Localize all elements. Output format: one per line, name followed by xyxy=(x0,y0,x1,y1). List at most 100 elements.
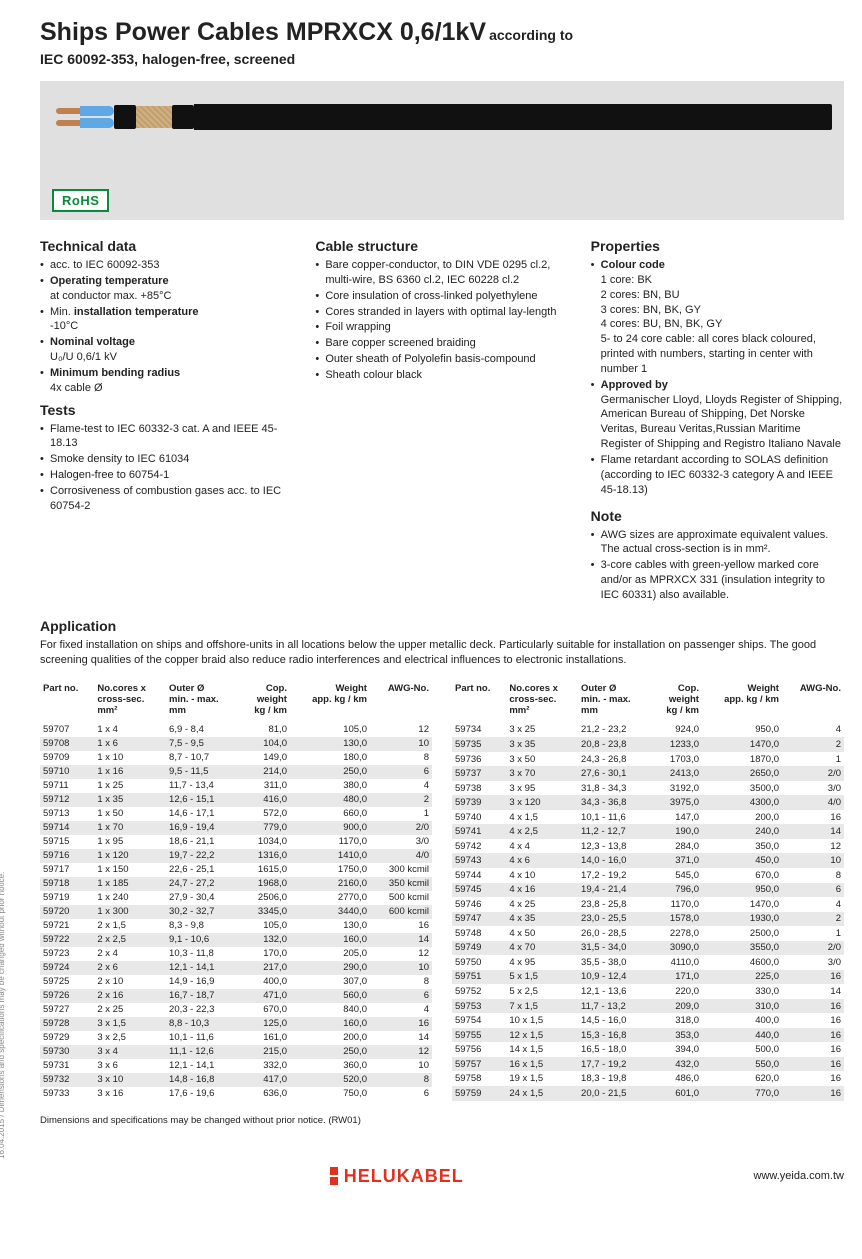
table-cell: 1615,0 xyxy=(239,863,290,877)
table-cell: 12,6 - 15,1 xyxy=(166,793,239,807)
table-row: 597141 x 7016,9 - 19,4779,0900,02/0 xyxy=(40,821,432,835)
table-cell: 394,0 xyxy=(651,1042,702,1057)
table-cell: 1 x 185 xyxy=(94,877,166,891)
table-row: 597494 x 7031,5 - 34,03090,03550,02/0 xyxy=(452,941,844,956)
table-cell: 12,1 - 13,6 xyxy=(578,984,651,999)
table-cell: 59707 xyxy=(40,723,94,737)
table-cell: 750,0 xyxy=(290,1087,370,1101)
table-row: 5975716 x 1,517,7 - 19,2432,0550,016 xyxy=(452,1057,844,1072)
table-row: 5975410 x 1,514,5 - 16,0318,0400,016 xyxy=(452,1013,844,1028)
table-cell: 371,0 xyxy=(651,853,702,868)
tech-item: acc. to IEC 60092-353 xyxy=(40,258,293,273)
table-cell: 1 x 150 xyxy=(94,863,166,877)
table-cell: 59734 xyxy=(452,723,506,738)
table-cell: 4 x 10 xyxy=(506,868,578,883)
tech-item: Minimum bending radius4x cable Ø xyxy=(40,366,293,396)
table-row: 597121 x 3512,6 - 15,1416,0480,02 xyxy=(40,793,432,807)
table-cell: 7 x 1,5 xyxy=(506,999,578,1014)
table-cell: 200,0 xyxy=(702,810,782,825)
table-cell: 332,0 xyxy=(239,1059,290,1073)
table-row: 597262 x 1616,7 - 18,7471,0560,06 xyxy=(40,989,432,1003)
table-cell: 14 xyxy=(370,1031,432,1045)
table-cell: 59755 xyxy=(452,1028,506,1043)
table-row: 597091 x 108,7 - 10,7149,0180,08 xyxy=(40,751,432,765)
table-cell: 1034,0 xyxy=(239,835,290,849)
table-cell: 35,5 - 38,0 xyxy=(578,955,651,970)
table-cell: 59743 xyxy=(452,853,506,868)
table-cell: 4 x 6 xyxy=(506,853,578,868)
table-cell: 8 xyxy=(782,868,844,883)
tech-list: acc. to IEC 60092-353Operating temperatu… xyxy=(40,258,293,396)
table-header: No.cores xcross-sec.mm² xyxy=(94,681,166,723)
table-cell: 12,1 - 14,1 xyxy=(166,961,239,975)
table-cell: 8 xyxy=(370,751,432,765)
table-row: 597363 x 5024,3 - 26,81703,01870,01 xyxy=(452,752,844,767)
table-cell: 3550,0 xyxy=(702,941,782,956)
table-cell: 5 x 1,5 xyxy=(506,970,578,985)
table-cell: 59718 xyxy=(40,877,94,891)
colour-line: 2 cores: BN, BU xyxy=(601,288,844,303)
table-cell: 10 xyxy=(370,1059,432,1073)
table-cell: 59746 xyxy=(452,897,506,912)
table-cell: 2 xyxy=(370,793,432,807)
tech-item: Nominal voltageU₀/U 0,6/1 kV xyxy=(40,335,293,365)
table-cell: 796,0 xyxy=(651,883,702,898)
table-cell: 10,1 - 11,6 xyxy=(578,810,651,825)
table-row: 597151 x 9518,6 - 21,11034,01170,03/0 xyxy=(40,835,432,849)
table-cell: 11,1 - 12,6 xyxy=(166,1045,239,1059)
table-row: 597313 x 612,1 - 14,1332,0360,010 xyxy=(40,1059,432,1073)
table-cell: 59759 xyxy=(452,1086,506,1101)
table-cell: 16 xyxy=(782,970,844,985)
table-cell: 572,0 xyxy=(239,807,290,821)
table-cell: 11,2 - 12,7 xyxy=(578,824,651,839)
table-cell: 24,3 - 26,8 xyxy=(578,752,651,767)
table-cell: 1470,0 xyxy=(702,897,782,912)
table-cell: 9,5 - 11,5 xyxy=(166,765,239,779)
table-cell: 840,0 xyxy=(290,1003,370,1017)
table-cell: 3 x 2,5 xyxy=(94,1031,166,1045)
table-cell: 1 x 120 xyxy=(94,849,166,863)
table-cell: 12 x 1,5 xyxy=(506,1028,578,1043)
table-cell: 16 xyxy=(782,1028,844,1043)
table-cell: 59747 xyxy=(452,912,506,927)
table-row: 597171 x 15022,6 - 25,11615,01750,0300 k… xyxy=(40,863,432,877)
table-cell: 1 x 300 xyxy=(94,905,166,919)
table-cell: 214,0 xyxy=(239,765,290,779)
approved-text: Germanischer Lloyd, Lloyds Register of S… xyxy=(601,394,843,451)
table-cell: 3 x 10 xyxy=(94,1073,166,1087)
structure-item: Cores stranded in layers with optimal la… xyxy=(315,305,568,320)
table-cell: 3345,0 xyxy=(239,905,290,919)
table-cell: 486,0 xyxy=(651,1071,702,1086)
table-cell: 1 x 6 xyxy=(94,737,166,751)
table-cell: 59708 xyxy=(40,737,94,751)
table-cell: 5 x 2,5 xyxy=(506,984,578,999)
table-header: Cop.weightkg / km xyxy=(651,681,702,723)
table-row: 597071 x 46,9 - 8,481,0105,012 xyxy=(40,723,432,737)
table-row: 597434 x 614,0 - 16,0371,0450,010 xyxy=(452,853,844,868)
table-cell: 104,0 xyxy=(239,737,290,751)
table-cell: 1750,0 xyxy=(290,863,370,877)
table-cell: 3500,0 xyxy=(702,781,782,796)
table-row: 597474 x 3523,0 - 25,51578,01930,02 xyxy=(452,912,844,927)
note-heading: Note xyxy=(591,508,844,524)
colour-line: 3 cores: BN, BK, GY xyxy=(601,303,844,318)
table-cell: 59752 xyxy=(452,984,506,999)
table-cell: 770,0 xyxy=(702,1086,782,1101)
table-cell: 3/0 xyxy=(370,835,432,849)
footnote: Dimensions and specifications may be cha… xyxy=(40,1115,844,1126)
table-cell: 432,0 xyxy=(651,1057,702,1072)
hero-panel: RoHS xyxy=(40,81,844,220)
table-cell: 4 x 1,5 xyxy=(506,810,578,825)
table-row: 597333 x 1617,6 - 19,6636,0750,06 xyxy=(40,1087,432,1101)
table-cell: 20,0 - 21,5 xyxy=(578,1086,651,1101)
table-cell: 550,0 xyxy=(702,1057,782,1072)
table-cell: 1703,0 xyxy=(651,752,702,767)
table-row: 597454 x 1619,4 - 21,4796,0950,06 xyxy=(452,883,844,898)
table-cell: 3/0 xyxy=(782,955,844,970)
table-cell: 23,8 - 25,8 xyxy=(578,897,651,912)
table-cell: 330,0 xyxy=(702,984,782,999)
table-cell: 26,0 - 28,5 xyxy=(578,926,651,941)
table-row: 5975819 x 1,518,3 - 19,8486,0620,016 xyxy=(452,1071,844,1086)
table-cell: 14 xyxy=(370,933,432,947)
table-cell: 12,3 - 13,8 xyxy=(578,839,651,854)
